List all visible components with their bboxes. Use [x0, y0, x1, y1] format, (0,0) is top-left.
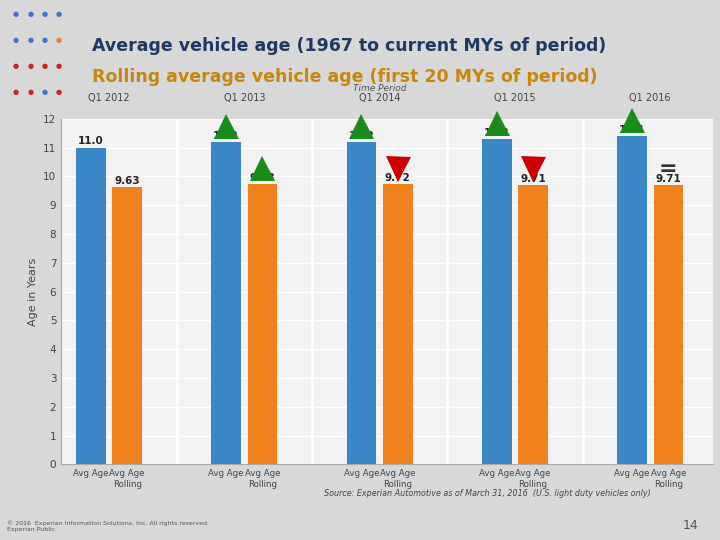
Y-axis label: Age in Years: Age in Years — [27, 258, 37, 326]
Text: 11.0: 11.0 — [78, 137, 104, 146]
Text: ●: ● — [42, 63, 48, 69]
Bar — [346, 142, 377, 464]
Bar — [248, 184, 277, 464]
Text: ●: ● — [27, 11, 33, 17]
Text: 14: 14 — [683, 519, 698, 532]
Text: ●: ● — [27, 89, 33, 95]
Text: ●: ● — [27, 37, 33, 43]
Text: ●: ● — [42, 11, 48, 17]
Text: Q1 2012: Q1 2012 — [88, 93, 130, 103]
Text: ●: ● — [42, 89, 48, 95]
Text: ●: ● — [42, 37, 48, 43]
Text: ●: ● — [56, 63, 62, 69]
Text: ●: ● — [56, 37, 62, 43]
Text: 9.63: 9.63 — [114, 176, 140, 186]
Text: ●: ● — [56, 11, 62, 17]
Text: ●: ● — [13, 89, 19, 95]
Text: 11.2: 11.2 — [348, 131, 374, 141]
Text: Q1 2013: Q1 2013 — [223, 93, 265, 103]
Text: 11.4: 11.4 — [619, 125, 645, 135]
Text: Q1 2016: Q1 2016 — [629, 93, 671, 103]
Text: Rolling average vehicle age (first 20 MYs of period): Rolling average vehicle age (first 20 MY… — [92, 68, 598, 86]
Text: © 2016  Experian Information Solutions, Inc. All rights reserved.
Experian Publi: © 2016 Experian Information Solutions, I… — [7, 521, 210, 532]
Text: Q1 2015: Q1 2015 — [494, 93, 536, 103]
Bar — [211, 142, 241, 464]
Text: 9.73: 9.73 — [250, 173, 275, 183]
Text: 9.71: 9.71 — [655, 173, 681, 184]
Bar — [482, 139, 511, 464]
Text: ●: ● — [56, 89, 62, 95]
Text: ●: ● — [13, 63, 19, 69]
Text: 11.2: 11.2 — [213, 131, 239, 141]
Bar — [654, 185, 683, 464]
Text: Average vehicle age (1967 to current MYs of period): Average vehicle age (1967 to current MYs… — [92, 37, 606, 55]
Bar — [518, 185, 548, 464]
Bar — [112, 187, 142, 464]
Text: 9.71: 9.71 — [521, 173, 546, 184]
Text: ●: ● — [13, 11, 19, 17]
Text: Q1 2014: Q1 2014 — [359, 93, 400, 103]
Text: ●: ● — [13, 37, 19, 43]
Text: ●: ● — [27, 63, 33, 69]
Text: Source: Experian Automotive as of March 31, 2016  (U.S. light duty vehicles only: Source: Experian Automotive as of March … — [324, 489, 651, 498]
Text: =: = — [659, 159, 678, 179]
Text: 11.3: 11.3 — [484, 128, 510, 138]
Bar — [617, 136, 647, 464]
Text: Time Period: Time Period — [353, 84, 406, 93]
Text: 9.72: 9.72 — [385, 173, 410, 183]
Bar — [76, 147, 106, 464]
Bar — [383, 185, 413, 464]
